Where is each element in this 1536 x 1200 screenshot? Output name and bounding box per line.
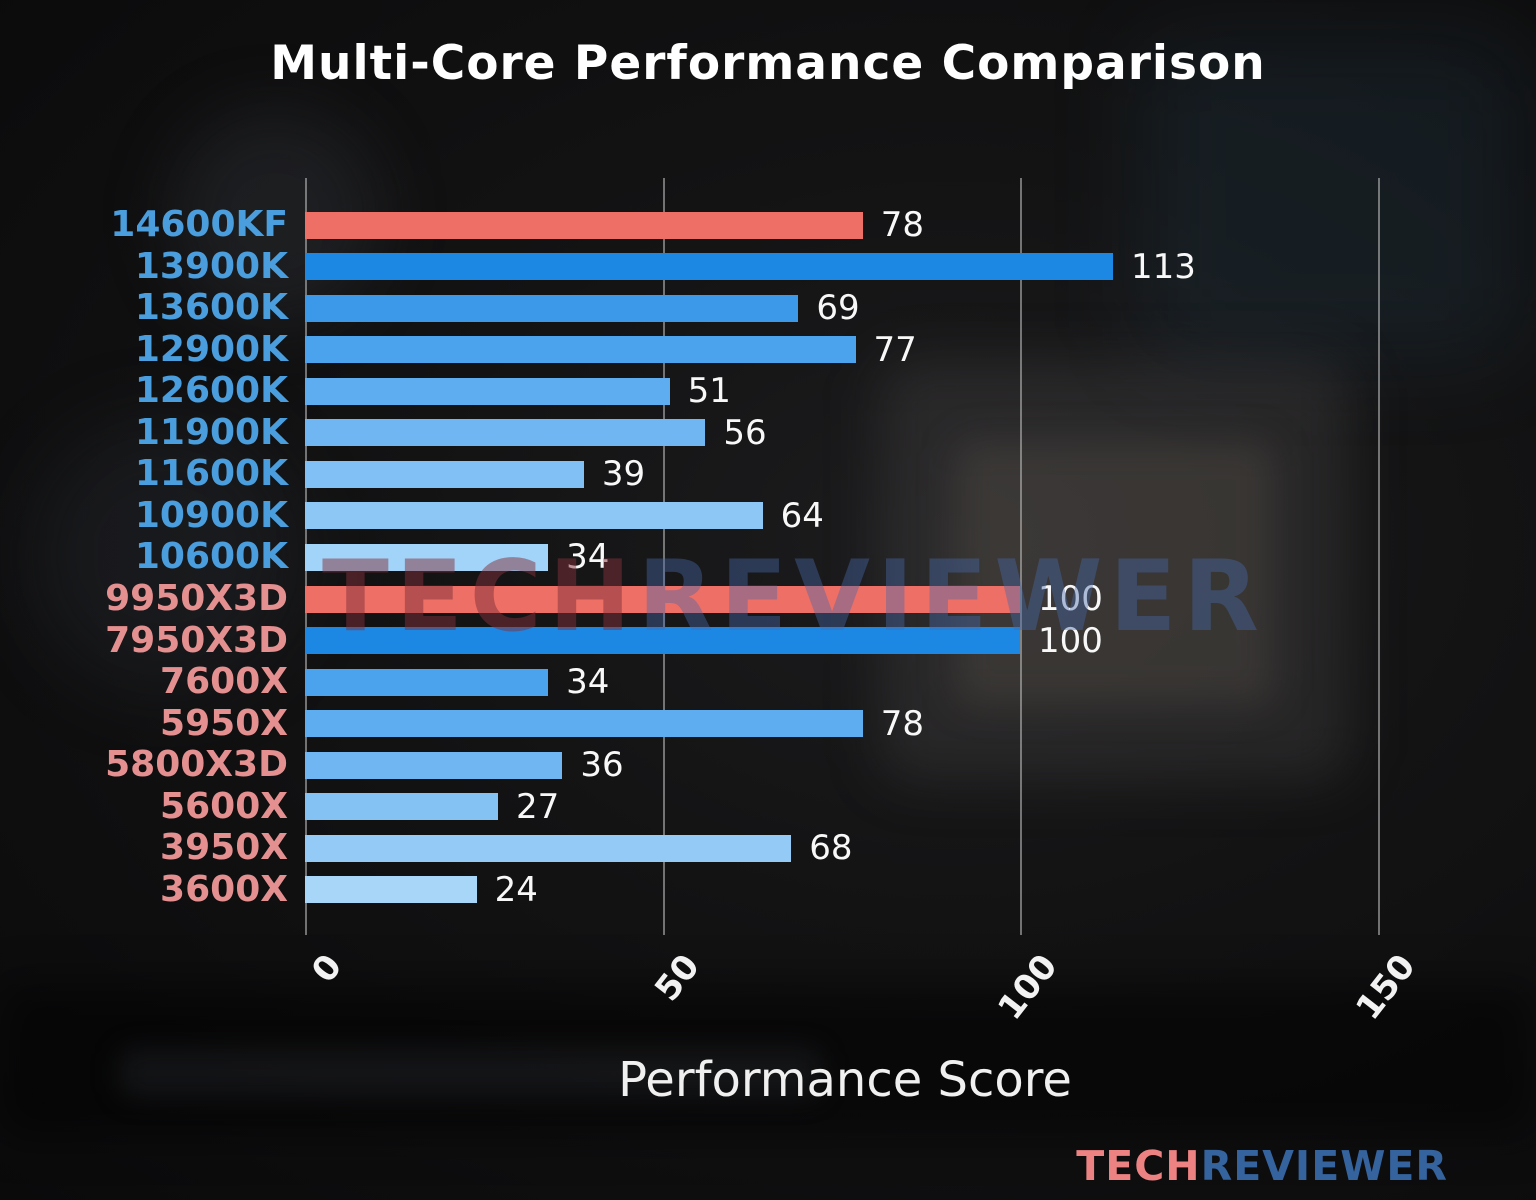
background-cpu-die-shape [955, 440, 1275, 705]
bar-9950x3d [305, 585, 1020, 613]
value-label-5950x: 78 [880, 703, 924, 744]
value-label-5800x3d: 36 [580, 745, 624, 786]
bar-7950x3d [305, 627, 1020, 655]
value-label-11600k: 39 [601, 454, 646, 495]
bar-13600k [305, 294, 799, 322]
category-label-10600k: 10600K [134, 536, 288, 578]
value-label-3600x: 24 [494, 869, 538, 910]
value-label-3950x: 68 [809, 828, 853, 869]
value-label-10900k: 64 [780, 495, 824, 536]
bar-12600k [305, 377, 670, 405]
bar-13900k [305, 253, 1113, 281]
background-cpu-shape [880, 360, 1350, 780]
value-label-7950x3d: 100 [1038, 620, 1103, 661]
bar-3600x [305, 876, 477, 904]
bar-3950x [305, 834, 792, 862]
category-label-7950x3d: 7950X3D [105, 619, 288, 661]
bar-5600x [305, 793, 499, 821]
category-label-5600x: 5600X [160, 785, 288, 827]
bar-10900k [305, 502, 763, 530]
value-label-5600x: 27 [516, 786, 560, 827]
category-label-12600k: 12600K [134, 370, 288, 412]
bar-5800x3d [305, 751, 563, 779]
logo-reviewer: REVIEWER [1200, 1142, 1448, 1190]
gridline-x-50 [662, 178, 665, 935]
gridline-x-150 [1377, 178, 1380, 935]
x-axis-label: Performance Score [618, 1052, 1072, 1108]
techreviewer-logo: TECHREVIEWER [1076, 1142, 1448, 1190]
logo-tech: TECH [1076, 1142, 1201, 1190]
background-slot-shape [120, 1050, 820, 1096]
category-label-10900k: 10900K [134, 494, 288, 536]
bar-11600k [305, 460, 584, 488]
bar-10600k [305, 543, 549, 571]
category-label-5800x3d: 5800X3D [105, 744, 288, 786]
category-label-13600k: 13600K [134, 287, 288, 329]
value-label-11900k: 56 [723, 412, 767, 453]
category-label-14600kf: 14600KF [110, 204, 288, 245]
value-label-7600x: 34 [566, 662, 610, 703]
value-label-13900k: 113 [1130, 246, 1196, 287]
value-label-13600k: 69 [816, 288, 860, 329]
bar-14600kf [305, 211, 863, 239]
bar-11900k [305, 419, 706, 447]
category-label-11600k: 11600K [134, 453, 288, 495]
bar-12900k [305, 336, 856, 364]
gridline-x-100 [1020, 178, 1022, 935]
value-label-9950x3d: 100 [1038, 579, 1103, 620]
category-label-9950x3d: 9950X3D [105, 578, 288, 620]
bar-7600x [305, 668, 549, 696]
category-label-11900k: 11900K [134, 411, 288, 453]
category-label-3600x: 3600X [160, 868, 288, 910]
background-dark-band [0, 985, 1536, 1135]
category-label-13900k: 13900K [134, 245, 288, 287]
bar-5950x [305, 710, 863, 738]
chart-title: Multi-Core Performance Comparison [270, 36, 1266, 91]
value-label-14600kf: 78 [880, 205, 924, 245]
category-label-3950x: 3950X [160, 827, 288, 869]
background-tint-shape [1140, 40, 1520, 360]
background-capacitor-shape [30, 420, 300, 690]
category-label-7600x: 7600X [160, 661, 288, 703]
value-label-12900k: 77 [873, 329, 917, 370]
value-label-10600k: 34 [566, 537, 610, 578]
value-label-12600k: 51 [687, 371, 731, 412]
category-label-5950x: 5950X [160, 702, 288, 744]
category-label-12900k: 12900K [134, 328, 288, 370]
